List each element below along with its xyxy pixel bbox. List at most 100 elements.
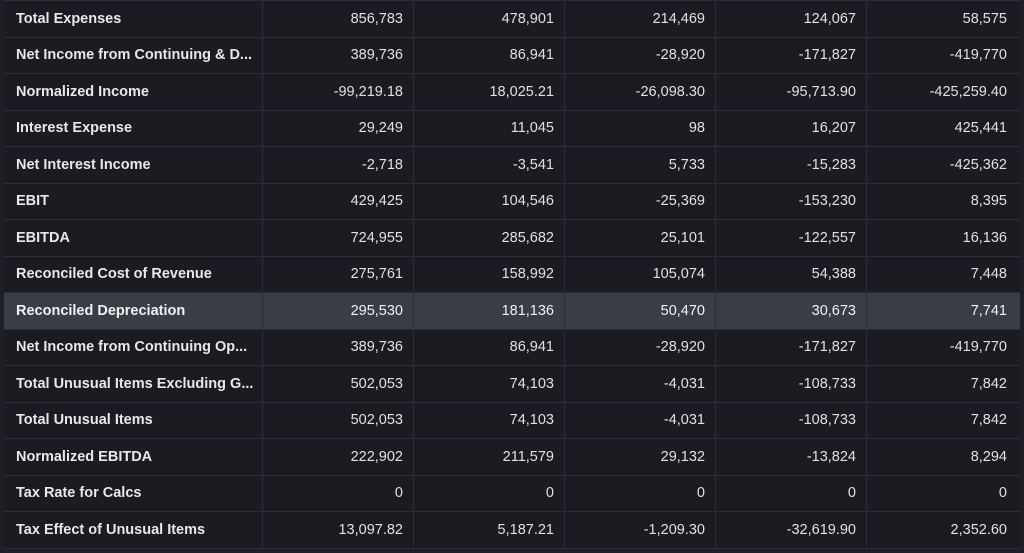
- table-cell: 2,352.60: [950, 521, 1007, 538]
- table-cell: 275,761: [263, 256, 414, 292]
- table-cell: 5,187.21: [414, 512, 565, 548]
- table-cell: -99,219.18: [263, 74, 414, 110]
- table-cell: 30,673: [716, 293, 867, 329]
- table-cell: 502,053: [263, 402, 414, 438]
- table-cell: 429,425: [263, 183, 414, 219]
- table-cell: 25,101: [565, 220, 716, 256]
- table-cell: 74,103: [414, 402, 565, 438]
- table-cell: 11,045: [414, 110, 565, 146]
- row-label: Normalized EBITDA: [4, 439, 263, 475]
- table-cell: -2,718: [263, 147, 414, 183]
- table-row[interactable]: Net Interest Income -2,718 -3,541 5,733 …: [4, 147, 1020, 184]
- table-cell: -108,733: [716, 366, 867, 402]
- table-cell: -13,824: [716, 439, 867, 475]
- table-cell: 16,207: [716, 110, 867, 146]
- table-cell: -122,557: [716, 220, 867, 256]
- table-cell: -26,098.30: [565, 74, 716, 110]
- table-cell: 8,294: [970, 448, 1007, 465]
- table-cell: 478,901: [414, 1, 565, 37]
- table-cell: 181,136: [414, 293, 565, 329]
- table-cell: 158,992: [414, 256, 565, 292]
- table-cell: 86,941: [414, 329, 565, 365]
- table-row[interactable]: Reconciled Cost of Revenue 275,761 158,9…: [4, 256, 1020, 293]
- table-cell: 0: [998, 485, 1007, 502]
- table-cell: 425,441: [954, 120, 1007, 137]
- table-cell: 856,783: [263, 1, 414, 37]
- table-cell: -4,031: [565, 366, 716, 402]
- table-row[interactable]: Net Income from Continuing Op... 389,736…: [4, 329, 1020, 366]
- table-cell: 0: [716, 475, 867, 511]
- row-label: EBIT: [4, 183, 263, 219]
- row-label: Tax Rate for Calcs: [4, 475, 263, 511]
- table-cell: 0: [414, 475, 565, 511]
- table-cell: 7,741: [970, 302, 1007, 319]
- table-cell: -32,619.90: [716, 512, 867, 548]
- table-cell: 74,103: [414, 366, 565, 402]
- table-cell: 222,902: [263, 439, 414, 475]
- table-cell: 29,132: [565, 439, 716, 475]
- row-label: Total Unusual Items: [4, 402, 263, 438]
- table-row[interactable]: Tax Rate for Calcs 0 0 0 0 0: [4, 475, 1020, 512]
- table-cell: 105,074: [565, 256, 716, 292]
- table-cell: 214,469: [565, 1, 716, 37]
- table-row[interactable]: Interest Expense 29,249 11,045 98 16,207…: [4, 110, 1020, 147]
- financial-statement-table: Total Expenses 856,783 478,901 214,469 1…: [4, 0, 1020, 549]
- table-cell: -4,031: [565, 402, 716, 438]
- table-row[interactable]: EBITDA 724,955 285,682 25,101 -122,557 1…: [4, 220, 1020, 257]
- table-cell: -153,230: [716, 183, 867, 219]
- table-row[interactable]: Total Unusual Items Excluding G... 502,0…: [4, 366, 1020, 403]
- table-cell: 58,575: [962, 10, 1007, 27]
- row-label: Net Income from Continuing Op...: [4, 329, 263, 365]
- table-cell: 0: [263, 475, 414, 511]
- table-cell: -171,827: [716, 329, 867, 365]
- table-cell: -425,362: [949, 156, 1007, 173]
- table-row-hovered[interactable]: Reconciled Depreciation 295,530 181,136 …: [4, 293, 1020, 330]
- table-cell: 29,249: [263, 110, 414, 146]
- table-cell: -28,920: [565, 329, 716, 365]
- row-label: Total Unusual Items Excluding G...: [4, 366, 263, 402]
- row-label: Net Interest Income: [4, 147, 263, 183]
- row-label: Reconciled Depreciation: [4, 293, 263, 329]
- row-label: Total Expenses: [4, 1, 263, 37]
- table-cell: -108,733: [716, 402, 867, 438]
- table-cell: -3,541: [414, 147, 565, 183]
- table-cell: 54,388: [716, 256, 867, 292]
- table-cell: 124,067: [716, 1, 867, 37]
- table-cell: 295,530: [263, 293, 414, 329]
- table-row[interactable]: EBIT 429,425 104,546 -25,369 -153,230 8,…: [4, 183, 1020, 220]
- row-label: Net Income from Continuing & D...: [4, 37, 263, 73]
- table-row[interactable]: Total Expenses 856,783 478,901 214,469 1…: [4, 1, 1020, 38]
- table-cell: 98: [565, 110, 716, 146]
- table-cell: 7,842: [970, 412, 1007, 429]
- table-cell: 86,941: [414, 37, 565, 73]
- table-cell: 7,448: [970, 266, 1007, 283]
- row-label: Normalized Income: [4, 74, 263, 110]
- table-cell: 104,546: [414, 183, 565, 219]
- table-cell: -28,920: [565, 37, 716, 73]
- row-label: Interest Expense: [4, 110, 263, 146]
- table-row[interactable]: Net Income from Continuing & D... 389,73…: [4, 37, 1020, 74]
- row-label: Tax Effect of Unusual Items: [4, 512, 263, 548]
- table-cell: 0: [565, 475, 716, 511]
- table-cell: -15,283: [716, 147, 867, 183]
- table-cell: 50,470: [565, 293, 716, 329]
- table-cell: 16,136: [962, 229, 1007, 246]
- table-cell: 18,025.21: [414, 74, 565, 110]
- table-cell: 13,097.82: [263, 512, 414, 548]
- table-cell: -419,770: [949, 339, 1007, 356]
- table-cell: -95,713.90: [716, 74, 867, 110]
- row-label: EBITDA: [4, 220, 263, 256]
- table-cell: 8,395: [970, 193, 1007, 210]
- table-cell: 502,053: [263, 366, 414, 402]
- table-cell: 724,955: [263, 220, 414, 256]
- table-cell: -1,209.30: [565, 512, 716, 548]
- table-row[interactable]: Normalized EBITDA 222,902 211,579 29,132…: [4, 439, 1020, 476]
- table-cell: 285,682: [414, 220, 565, 256]
- table-cell: -25,369: [565, 183, 716, 219]
- table-cell: -425,259.40: [929, 83, 1007, 100]
- table-row[interactable]: Tax Effect of Unusual Items 13,097.82 5,…: [4, 512, 1020, 549]
- table-cell: 389,736: [263, 329, 414, 365]
- table-row[interactable]: Total Unusual Items 502,053 74,103 -4,03…: [4, 402, 1020, 439]
- table-row[interactable]: Normalized Income -99,219.18 18,025.21 -…: [4, 74, 1020, 111]
- table-cell: -419,770: [949, 47, 1007, 64]
